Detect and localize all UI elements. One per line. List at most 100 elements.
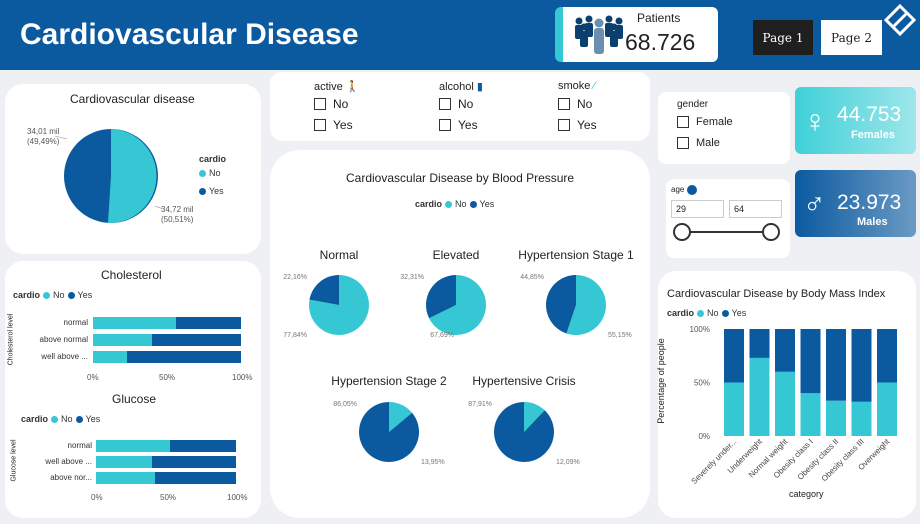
bp-title: Cardiovascular Disease by Blood Pressure: [346, 171, 575, 185]
bp-slice-yes: [359, 402, 420, 462]
bp-label-yes: 44,85%: [520, 274, 544, 281]
bmi-y-tick: 0%: [698, 432, 710, 441]
cigarette-icon: ⁄: [593, 80, 596, 92]
age-filter-label: age: [671, 185, 697, 195]
pie-legend-yes: Yes: [199, 186, 224, 196]
pie-legend-title: cardio: [199, 154, 227, 164]
lifestyle-filter-card: active 🚶 No Yes alcohol ▮ No Yes smoke ⁄…: [270, 72, 650, 141]
bp-pie-title: Hypertension Stage 2: [331, 374, 447, 388]
bp-label-yes: 87,91%: [468, 401, 492, 408]
glucose-category-label: above nor...: [50, 473, 92, 482]
bp-slice-yes: [426, 275, 456, 319]
glucose-bar-no: [96, 472, 155, 484]
bp-slice-no: [389, 402, 413, 432]
bmi-category-label: Severely under...: [690, 437, 739, 486]
males-label: Males: [857, 216, 888, 228]
glucose-tick-100: 100%: [227, 493, 248, 502]
gender-filter-label: gender: [677, 99, 709, 110]
age-slider-track: [682, 231, 772, 233]
bp-slice-no: [429, 275, 487, 335]
smoke-yes-option[interactable]: Yes: [558, 118, 597, 132]
bmi-bar-no: [749, 357, 770, 436]
females-label: Females: [851, 129, 896, 141]
bmi-chart: 0%50%100%Severely under...UnderweightNor…: [690, 325, 897, 486]
walking-icon: 🚶: [345, 81, 360, 93]
pie-label-yes-pct: (49,49%): [27, 137, 60, 146]
glucose-tick-0: 0%: [91, 493, 103, 502]
diamond-logo-icon: [884, 4, 916, 36]
glucose-bar-yes: [170, 440, 236, 452]
female-checkbox[interactable]: [677, 116, 689, 128]
alcohol-no-option[interactable]: No: [439, 97, 473, 111]
bottle-icon: ▮: [476, 81, 483, 93]
bmi-legend: cardio No Yes: [667, 308, 747, 318]
cholesterol-bar-yes: [127, 351, 241, 363]
pie-slice-no: [108, 129, 157, 224]
bp-label-no: 13,95%: [421, 459, 445, 466]
glucose-tick-50: 50%: [160, 493, 177, 502]
cholesterol-bar-no: [93, 351, 127, 363]
active-yes-option[interactable]: Yes: [314, 118, 353, 132]
alcohol-filter-label: alcohol ▮: [439, 81, 483, 93]
glucose-category-label: normal: [67, 441, 92, 450]
smoke-no-option[interactable]: No: [558, 97, 592, 111]
age-max-input[interactable]: 64: [729, 200, 782, 218]
glucose-bar-yes: [152, 456, 236, 468]
bmi-y-tick: 50%: [694, 379, 710, 388]
glucose-title: Glucose: [112, 392, 157, 406]
smoke-filter-label: smoke ⁄: [558, 80, 596, 92]
age-min-input[interactable]: 29: [671, 200, 724, 218]
gender-male-option[interactable]: Male: [677, 137, 720, 149]
active-yes-checkbox[interactable]: [314, 119, 326, 131]
active-no-option[interactable]: No: [314, 97, 348, 111]
bmi-bar-no: [724, 382, 744, 436]
cholesterol-axis-label: Cholesterol level: [7, 313, 15, 366]
alcohol-yes-checkbox[interactable]: [439, 119, 451, 131]
bmi-bar-no: [826, 400, 846, 436]
male-checkbox[interactable]: [677, 137, 689, 149]
bp-slice-no: [566, 275, 607, 335]
females-kpi-card: ♀ 44.753 Females: [795, 87, 916, 154]
cholesterol-tick-0: 0%: [87, 373, 99, 382]
male-symbol-icon: ♂: [803, 188, 826, 221]
bp-pie-title: Elevated: [433, 248, 480, 262]
cholesterol-bar-yes: [152, 334, 241, 346]
page1-button[interactable]: Page 1: [753, 20, 813, 55]
page2-button[interactable]: Page 2: [821, 20, 882, 55]
info-icon: [686, 185, 697, 195]
bmi-bar-no: [800, 393, 821, 436]
cholesterol-bar-no: [93, 317, 176, 329]
smoke-no-checkbox[interactable]: [558, 98, 570, 110]
cardio-pie-title: Cardiovascular disease: [70, 92, 195, 106]
active-no-checkbox[interactable]: [314, 98, 326, 110]
bp-legend: cardio No Yes: [415, 199, 495, 209]
bp-label-yes: 32,31%: [400, 274, 424, 281]
alcohol-no-checkbox[interactable]: [439, 98, 451, 110]
gender-female-option[interactable]: Female: [677, 116, 733, 128]
glucose-bar-no: [96, 440, 170, 452]
cholesterol-category-label: normal: [63, 318, 88, 327]
glucose-legend: cardio No Yes: [21, 414, 101, 424]
age-filter-card: age 29 64: [666, 179, 790, 258]
bp-label-no: 77,84%: [283, 332, 307, 339]
cardio-pie-chart: [54, 129, 164, 224]
alcohol-yes-option[interactable]: Yes: [439, 118, 478, 132]
bmi-bar-yes: [851, 329, 872, 402]
bp-label-yes: 86,05%: [333, 401, 357, 408]
bp-pie-title: Hypertension Stage 1: [518, 248, 634, 262]
bp-slice-yes: [546, 275, 576, 334]
smoke-yes-checkbox[interactable]: [558, 119, 570, 131]
bmi-title: Cardiovascular Disease by Body Mass Inde…: [667, 288, 886, 300]
cholesterol-bar-no: [93, 334, 152, 346]
bmi-bar-yes: [724, 329, 744, 383]
bmi-x-axis-label: category: [789, 489, 824, 499]
patients-card: Patients 68.726: [555, 7, 718, 62]
gender-filter-card: gender Female Male: [658, 92, 790, 164]
bp-pie-title: Normal: [320, 248, 359, 262]
header-bar: Cardiovascular Disease Patients 68.726 P…: [0, 0, 920, 70]
age-slider-min-handle[interactable]: [673, 223, 691, 241]
bmi-card: Cardiovascular Disease by Body Mass Inde…: [656, 271, 916, 518]
bmi-bar-yes: [877, 329, 897, 383]
pie-label-no-pct: (50,51%): [161, 215, 194, 224]
age-slider-max-handle[interactable]: [762, 223, 780, 241]
